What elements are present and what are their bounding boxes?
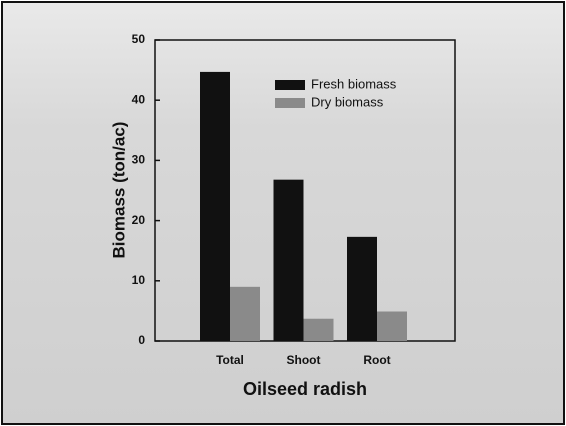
bar [230,287,260,341]
legend-label: Fresh biomass [311,76,397,91]
bar [304,319,334,341]
legend-swatch [275,80,305,90]
x-axis-label: Oilseed radish [243,379,367,399]
bar [200,72,230,341]
x-tick-label: Total [216,353,244,367]
y-tick-label: 40 [132,92,146,106]
legend-swatch [275,98,305,108]
y-tick-label: 30 [132,153,146,167]
bar [274,180,304,341]
y-tick-label: 10 [132,273,146,287]
chart: Biomass (ton/ac) Oilseed radish 0 10 20 30 4… [0,0,566,426]
x-tick-label: Root [363,353,390,367]
legend-label: Dry biomass [311,94,384,109]
y-tick-label: 50 [132,32,146,46]
y-axis-label: Biomass (ton/ac) [109,122,128,259]
x-tick-label: Shoot [287,353,321,367]
y-tick-label: 20 [132,213,146,227]
bar [377,312,407,341]
y-tick-label: 0 [138,333,145,347]
bar [347,237,377,341]
